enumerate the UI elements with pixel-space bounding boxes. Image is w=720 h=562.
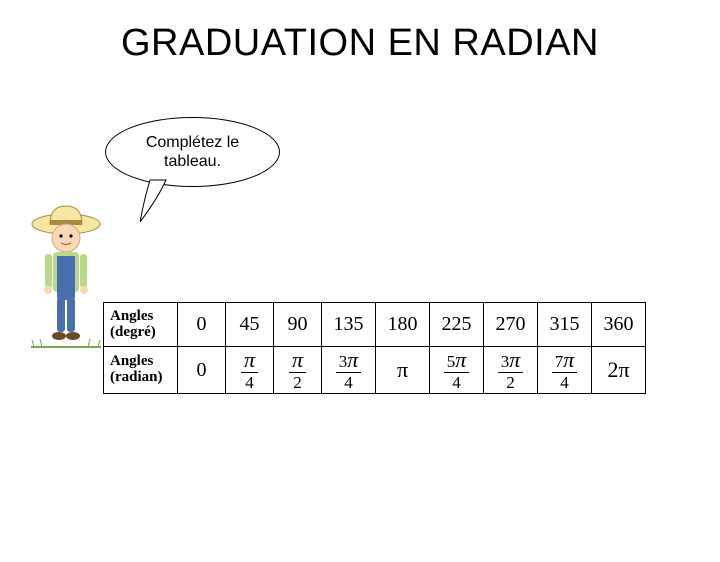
denominator: 4 [344,373,353,391]
deg-cell: 315 [538,303,592,347]
row-radians: Angles (radian) 0 π 4 π 2 3π 4 π 5π 4 [104,347,646,394]
deg-cell: 270 [484,303,538,347]
rad-cell: π [376,347,430,394]
rad-cell: 3π 4 [322,347,376,394]
rad-cell: π 2 [274,347,322,394]
deg-cell: 225 [430,303,484,347]
page-title: GRADUATION EN RADIAN [0,22,720,65]
farmer-illustration [28,202,106,362]
coef: 3 [501,352,510,371]
deg-cell: 90 [274,303,322,347]
denominator: 4 [452,373,461,391]
fraction: π 4 [241,349,258,391]
deg-cell: 45 [226,303,274,347]
rad-cell: 7π 4 [538,347,592,394]
speech-text: Complétez le tableau. [120,133,265,171]
denominator: 2 [293,373,302,391]
denominator: 2 [506,373,515,391]
pi: π [347,347,358,372]
deg-cell: 0 [178,303,226,347]
deg-cell: 135 [322,303,376,347]
pi: π [509,347,520,372]
row2-header: Angles (radian) [104,347,178,394]
pi: π [563,347,574,372]
rad-cell: 3π 2 [484,347,538,394]
speech-bubble: Complétez le tableau. [105,117,280,187]
coef: 5 [447,352,456,371]
fraction: 7π 4 [552,349,578,391]
fraction: π 2 [289,349,306,391]
fraction: 5π 4 [444,349,470,391]
rad-cell: π 4 [226,347,274,394]
pi: π [455,347,466,372]
angle-table: Angles (degré) 0 45 90 135 180 225 270 3… [103,302,646,394]
speech-tail [140,178,180,228]
fraction: 3π 4 [336,349,362,391]
rad-cell: 5π 4 [430,347,484,394]
pi: π [292,347,303,372]
deg-cell: 180 [376,303,430,347]
denominator: 4 [245,373,254,391]
coef: 3 [339,352,348,371]
row-degrees: Angles (degré) 0 45 90 135 180 225 270 3… [104,303,646,347]
rad-cell: 0 [178,347,226,394]
denominator: 4 [560,373,569,391]
pi: π [244,347,255,372]
rad-cell: 2π [592,347,646,394]
deg-cell: 360 [592,303,646,347]
coef: 7 [555,352,564,371]
fraction: 3π 2 [498,349,524,391]
row1-header: Angles (degré) [104,303,178,347]
